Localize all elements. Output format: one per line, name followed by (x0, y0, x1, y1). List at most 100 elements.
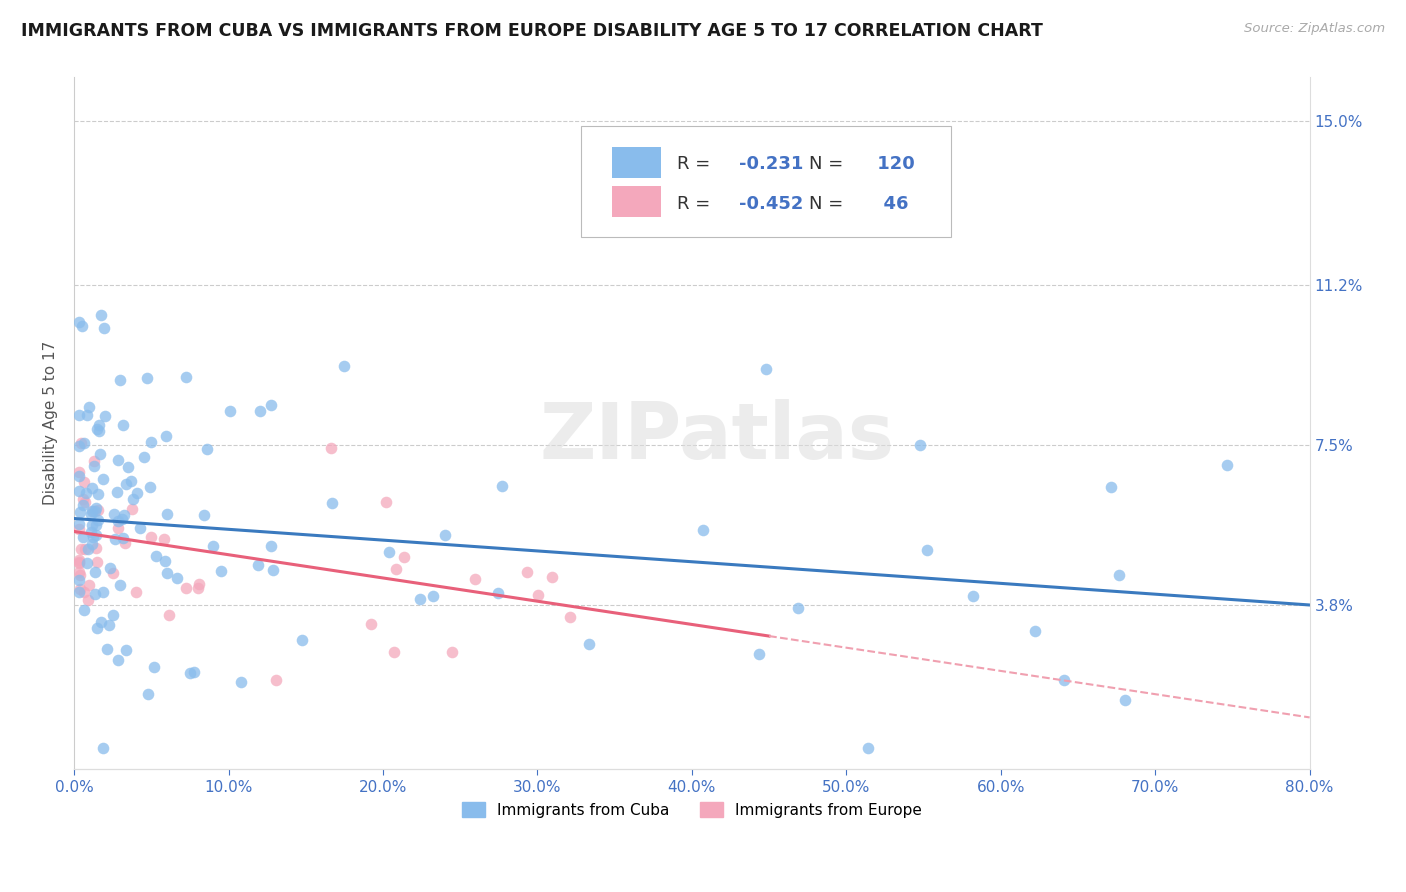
Point (382, 645, 405, 659)
Point (91, 740, 114, 755)
Point (333, 359, 356, 373)
Point (136, 687, 159, 701)
Point (80, 507, 103, 521)
Text: 46: 46 (872, 195, 908, 213)
Point (97, 617, 120, 632)
Point (111, 531, 134, 545)
Point (748, 647, 770, 661)
Point (231, 674, 253, 689)
Point (321, 496, 343, 510)
Point (82, 504, 104, 518)
FancyBboxPatch shape (581, 126, 952, 236)
Point (70, 318, 93, 333)
Point (87, 417, 110, 432)
Point (157, 607, 180, 622)
Point (156, 507, 179, 521)
Point (155, 554, 177, 568)
Point (91, 472, 114, 486)
Point (291, 632, 314, 647)
Point (120, 474, 142, 488)
Point (129, 521, 152, 535)
Text: Source: ZipAtlas.com: Source: ZipAtlas.com (1244, 22, 1385, 36)
Point (139, 480, 162, 494)
Point (75, 486, 97, 500)
Point (249, 403, 271, 417)
Point (67, 465, 90, 479)
Point (82, 530, 104, 544)
Point (755, 362, 778, 376)
Point (201, 539, 224, 553)
Point (69, 582, 91, 596)
Point (486, 585, 509, 599)
Point (108, 578, 131, 592)
Point (67, 469, 90, 483)
Point (360, 617, 382, 632)
Point (72, 584, 94, 599)
Point (83, 458, 105, 473)
Point (72, 530, 94, 544)
Point (107, 653, 129, 667)
Point (91, 585, 114, 599)
Point (183, 665, 205, 680)
Point (84, 501, 107, 516)
Point (121, 491, 143, 506)
Point (1108, 567, 1130, 582)
Point (264, 673, 287, 687)
Point (219, 403, 242, 417)
Point (260, 539, 283, 553)
Point (441, 645, 464, 659)
Point (80, 518, 103, 533)
Point (105, 485, 128, 500)
Point (103, 507, 125, 521)
Point (86, 422, 108, 436)
Point (464, 572, 486, 586)
Text: IMMIGRANTS FROM CUBA VS IMMIGRANTS FROM EUROPE DISABILITY AGE 5 TO 17 CORRELATIO: IMMIGRANTS FROM CUBA VS IMMIGRANTS FROM … (21, 22, 1043, 40)
Y-axis label: Disability Age 5 to 17: Disability Age 5 to 17 (44, 342, 58, 506)
Point (174, 581, 197, 595)
Point (1215, 458, 1237, 472)
Bar (612, 146, 661, 178)
Point (422, 589, 444, 603)
Point (174, 370, 197, 384)
Point (247, 558, 270, 573)
Text: ZIPatlas: ZIPatlas (538, 400, 894, 475)
Point (145, 549, 167, 563)
Point (67, 315, 90, 329)
Point (93, 321, 115, 335)
Point (67, 556, 90, 570)
Point (80, 524, 103, 539)
Point (910, 438, 932, 452)
Point (409, 591, 432, 606)
Point (87, 513, 110, 527)
Point (385, 562, 408, 576)
Point (152, 533, 174, 547)
Point (72, 498, 94, 512)
Point (141, 530, 163, 544)
Point (67, 566, 90, 580)
Text: -0.452: -0.452 (738, 195, 803, 213)
Point (70, 541, 93, 556)
Point (692, 523, 714, 537)
Point (87, 487, 110, 501)
Point (136, 370, 159, 384)
Point (73, 603, 96, 617)
Point (917, 543, 939, 558)
Point (260, 398, 283, 412)
Point (121, 502, 143, 516)
Point (516, 565, 538, 579)
Point (112, 508, 135, 523)
Point (90, 308, 112, 322)
Point (70, 436, 93, 450)
Point (83, 454, 105, 468)
Point (80, 536, 103, 550)
Point (67, 409, 90, 423)
Point (115, 476, 138, 491)
Text: 120: 120 (872, 155, 915, 173)
Point (187, 581, 209, 595)
Point (111, 512, 134, 526)
Point (108, 373, 131, 387)
Point (560, 609, 582, 624)
Point (962, 589, 984, 603)
Point (115, 643, 138, 657)
Point (856, 740, 879, 755)
